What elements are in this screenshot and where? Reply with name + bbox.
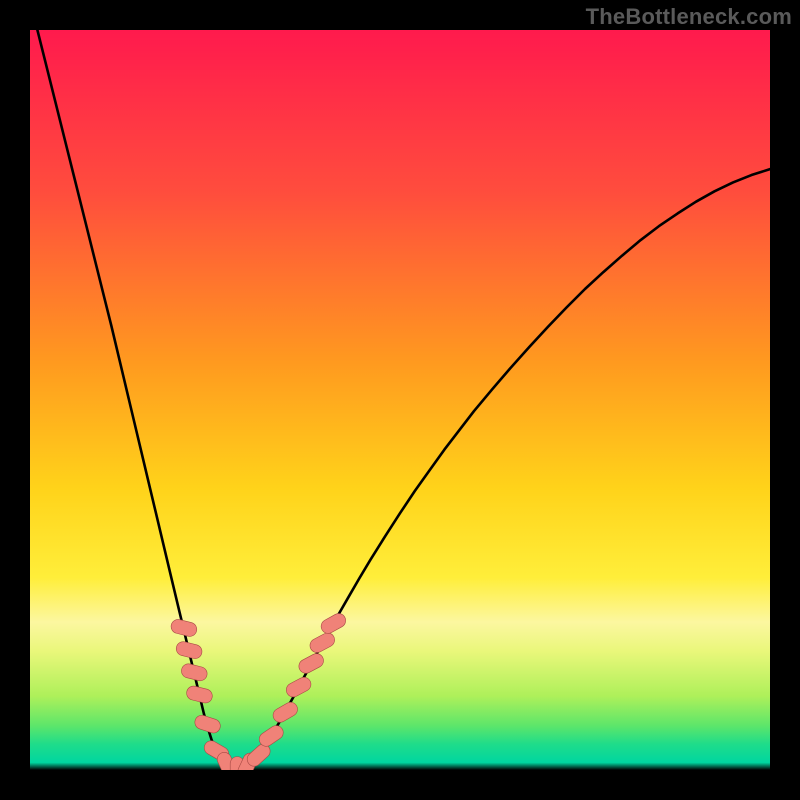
curve-marker xyxy=(170,618,199,638)
curve-marker xyxy=(296,651,326,676)
bottleneck-curve xyxy=(37,30,770,770)
curve-marker xyxy=(284,675,314,700)
curve-marker xyxy=(193,713,222,734)
watermark-text: TheBottleneck.com xyxy=(586,4,792,30)
curve-marker xyxy=(185,685,214,705)
curve-marker xyxy=(175,640,204,660)
chart-stage: TheBottleneck.com xyxy=(0,0,800,800)
curve-layer xyxy=(30,30,770,770)
curve-marker xyxy=(271,700,301,725)
curve-marker xyxy=(308,630,338,655)
curve-marker xyxy=(319,611,349,636)
curve-marker xyxy=(180,662,209,682)
plot-area xyxy=(30,30,770,770)
